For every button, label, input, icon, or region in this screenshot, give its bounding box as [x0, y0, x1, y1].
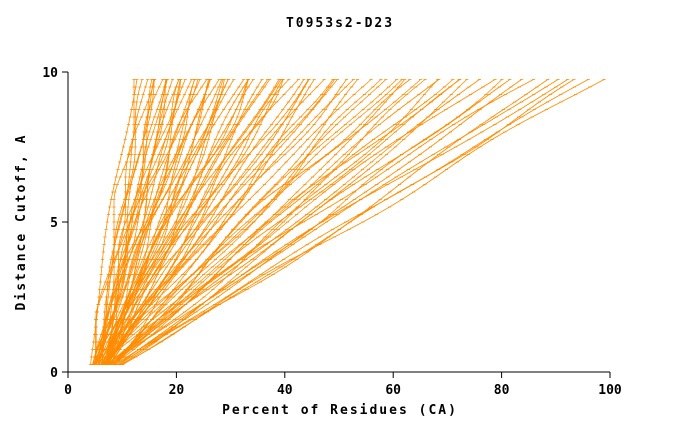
model-curves [88, 79, 606, 365]
x-tick-label: 0 [64, 383, 72, 398]
chart-title: T0953s2-D23 [286, 16, 394, 31]
y-tick-label: 0 [50, 366, 58, 381]
model-curve [111, 79, 536, 365]
x-tick-label: 80 [494, 383, 510, 398]
x-axis-label: Percent of Residues (CA) [222, 403, 458, 418]
model-curve [120, 79, 606, 365]
axis-ticks: 0 20 40 60 80 100 0 5 10 [42, 66, 622, 398]
x-tick-label: 60 [385, 383, 401, 398]
model-curve [100, 79, 270, 365]
x-tick-label: 100 [598, 383, 622, 398]
x-tick-label: 20 [169, 383, 185, 398]
y-tick-label: 5 [50, 216, 58, 231]
x-tick-label: 40 [277, 383, 293, 398]
model-curve [107, 79, 560, 365]
model-curve [113, 79, 590, 365]
model-curve [100, 79, 497, 365]
model-curve [103, 79, 355, 365]
model-curve [116, 79, 570, 365]
y-axis-label: Distance Cutoff, A [14, 134, 29, 311]
model-curve [103, 79, 423, 365]
y-tick-label: 10 [42, 66, 58, 81]
